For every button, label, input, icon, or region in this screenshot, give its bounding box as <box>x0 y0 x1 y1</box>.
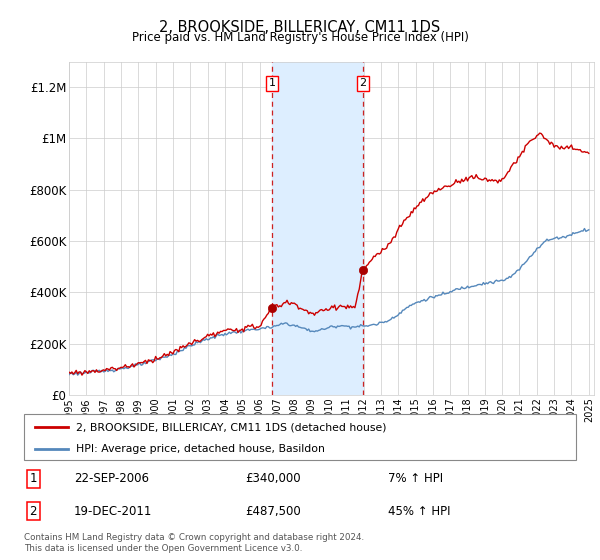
Text: 19-DEC-2011: 19-DEC-2011 <box>74 505 152 517</box>
Text: 1: 1 <box>269 78 275 88</box>
Text: £340,000: £340,000 <box>245 473 301 486</box>
Text: Price paid vs. HM Land Registry's House Price Index (HPI): Price paid vs. HM Land Registry's House … <box>131 31 469 44</box>
Text: 2, BROOKSIDE, BILLERICAY, CM11 1DS: 2, BROOKSIDE, BILLERICAY, CM11 1DS <box>160 20 440 35</box>
FancyBboxPatch shape <box>24 414 576 460</box>
Text: 7% ↑ HPI: 7% ↑ HPI <box>388 473 443 486</box>
Text: 45% ↑ HPI: 45% ↑ HPI <box>388 505 451 517</box>
Text: HPI: Average price, detached house, Basildon: HPI: Average price, detached house, Basi… <box>76 444 325 454</box>
Text: 2: 2 <box>359 78 367 88</box>
Text: 2: 2 <box>29 505 37 517</box>
Text: 22-SEP-2006: 22-SEP-2006 <box>74 473 149 486</box>
Text: £487,500: £487,500 <box>245 505 301 517</box>
Bar <box>272 62 363 395</box>
Text: 2, BROOKSIDE, BILLERICAY, CM11 1DS (detached house): 2, BROOKSIDE, BILLERICAY, CM11 1DS (deta… <box>76 422 387 432</box>
Text: 1: 1 <box>29 473 37 486</box>
Text: Contains HM Land Registry data © Crown copyright and database right 2024.
This d: Contains HM Land Registry data © Crown c… <box>24 533 364 553</box>
